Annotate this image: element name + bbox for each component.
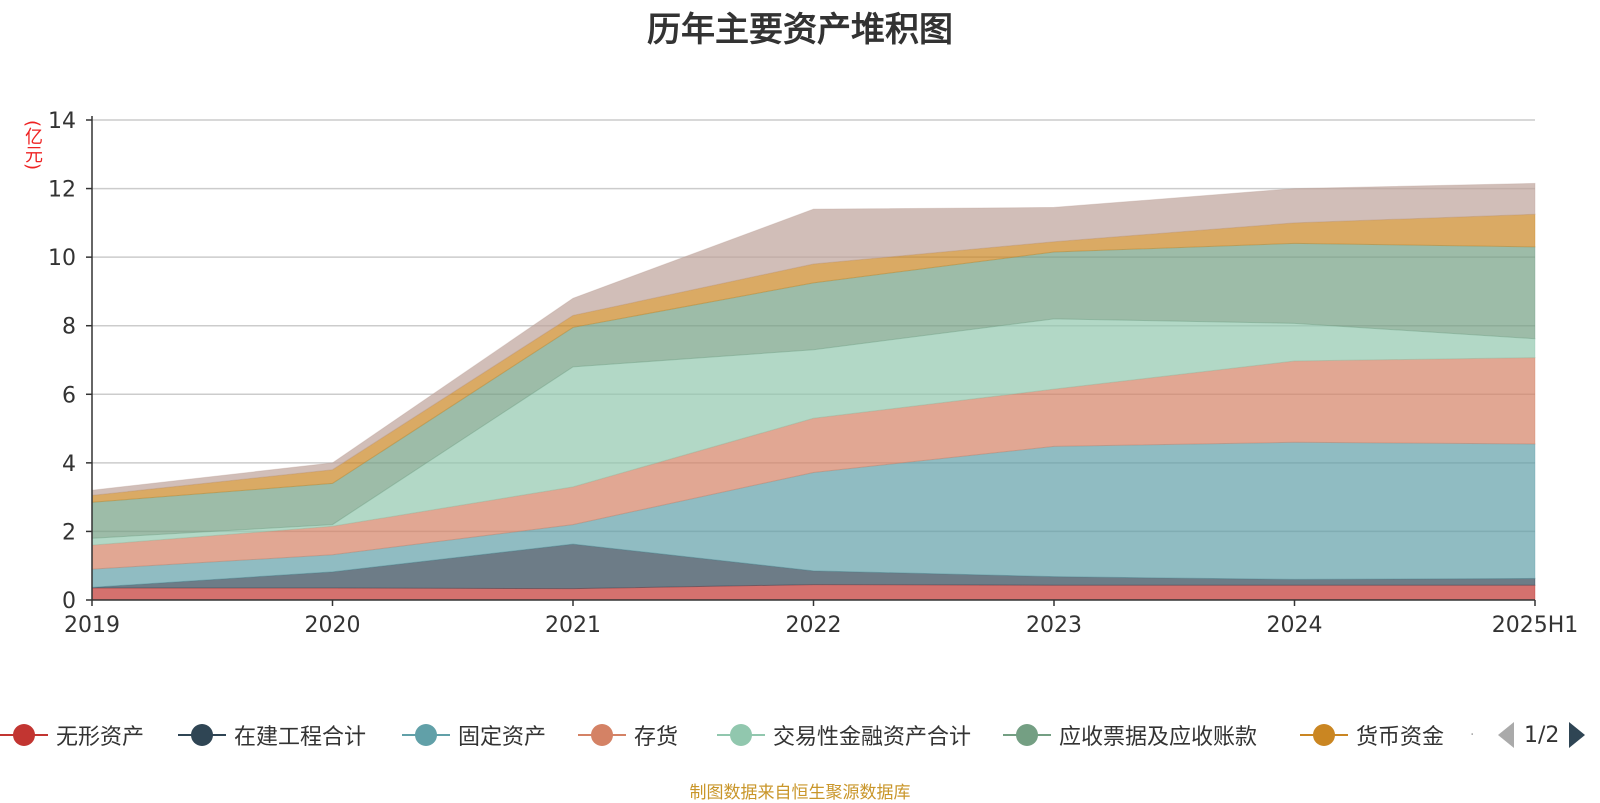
legend-item[interactable]: 应收票据及应收账款	[1003, 718, 1257, 752]
area-货币资金	[91, 213, 1536, 503]
legend-item[interactable]: 存货	[578, 718, 678, 752]
legend: 无形资产 在建工程合计 固定资产 存货 交易性金融资产合计 应收票据及应收账款 货币资金 · 1…	[0, 718, 1600, 752]
legend-item[interactable]: 在建工程合计	[178, 718, 366, 752]
legend-item[interactable]: 无形资产	[0, 718, 144, 752]
legend-item[interactable]: 交易性金融资产合计	[717, 718, 971, 752]
y-tick-label: 6	[62, 383, 76, 408]
legend-label: 货币资金	[1356, 725, 1445, 750]
area-series-8	[91, 182, 1536, 496]
legend-marker-icon	[402, 718, 450, 752]
x-tick-label: 2022	[786, 613, 842, 638]
axes: 0 2 4 6 8 10 12 14 2019 2020 2021 2022 2023 2024 2025H…	[48, 109, 1578, 638]
x-tick-label: 2020	[305, 613, 361, 638]
legend-label: 交易性金融资产合计	[773, 725, 972, 750]
legend-item[interactable]: 固定资产	[402, 718, 546, 752]
x-tick-label: 2024	[1267, 613, 1323, 638]
x-tick-label: 2023	[1026, 613, 1082, 638]
legend-label: 存货	[634, 725, 679, 750]
legend-page-indicator: 1/2	[1524, 722, 1560, 748]
legend-label: 固定资产	[458, 725, 547, 750]
y-tick-label: 14	[48, 109, 76, 134]
chart-title: 历年主要资产堆积图	[647, 10, 953, 50]
legend-pager: 1/2	[1498, 718, 1586, 752]
y-tick-label: 4	[62, 452, 76, 477]
y-tick-label: 2	[62, 520, 76, 545]
legend-marker-icon	[578, 718, 626, 752]
legend-marker-icon	[717, 718, 765, 752]
legend-marker-icon	[0, 718, 48, 752]
y-axis-unit-label: (亿元)	[22, 120, 43, 171]
legend-marker-icon	[178, 718, 226, 752]
y-tick-label: 12	[48, 178, 76, 203]
legend-marker-icon	[1300, 718, 1348, 752]
y-tick-label: 8	[62, 315, 76, 340]
legend-item[interactable]: 货币资金	[1300, 718, 1444, 752]
area-应收票据及应收账款	[91, 242, 1536, 539]
legend-next-page-icon[interactable]	[1569, 722, 1586, 748]
y-tick-label: 10	[48, 246, 76, 271]
legend-marker-icon	[1003, 718, 1051, 752]
stacked-area-chart: 0 2 4 6 8 10 12 14 2019 2020 2021 2022 2023 2024 2025H…	[48, 109, 1578, 638]
y-tick-label: 0	[62, 589, 76, 614]
legend-label: 在建工程合计	[234, 725, 367, 750]
legend-label: 应收票据及应收账款	[1059, 725, 1258, 750]
x-tick-label: 2025H1	[1492, 613, 1579, 638]
data-source-note: 制图数据来自恒生聚源数据库	[689, 783, 911, 803]
legend-prev-page-icon[interactable]	[1498, 722, 1514, 748]
x-tick-label: 2019	[64, 613, 120, 638]
area-layers	[91, 182, 1536, 601]
legend-overflow-indicator: ·	[1470, 727, 1475, 743]
area-存货	[91, 357, 1536, 570]
legend-label: 无形资产	[56, 725, 145, 750]
x-tick-label: 2021	[545, 613, 601, 638]
